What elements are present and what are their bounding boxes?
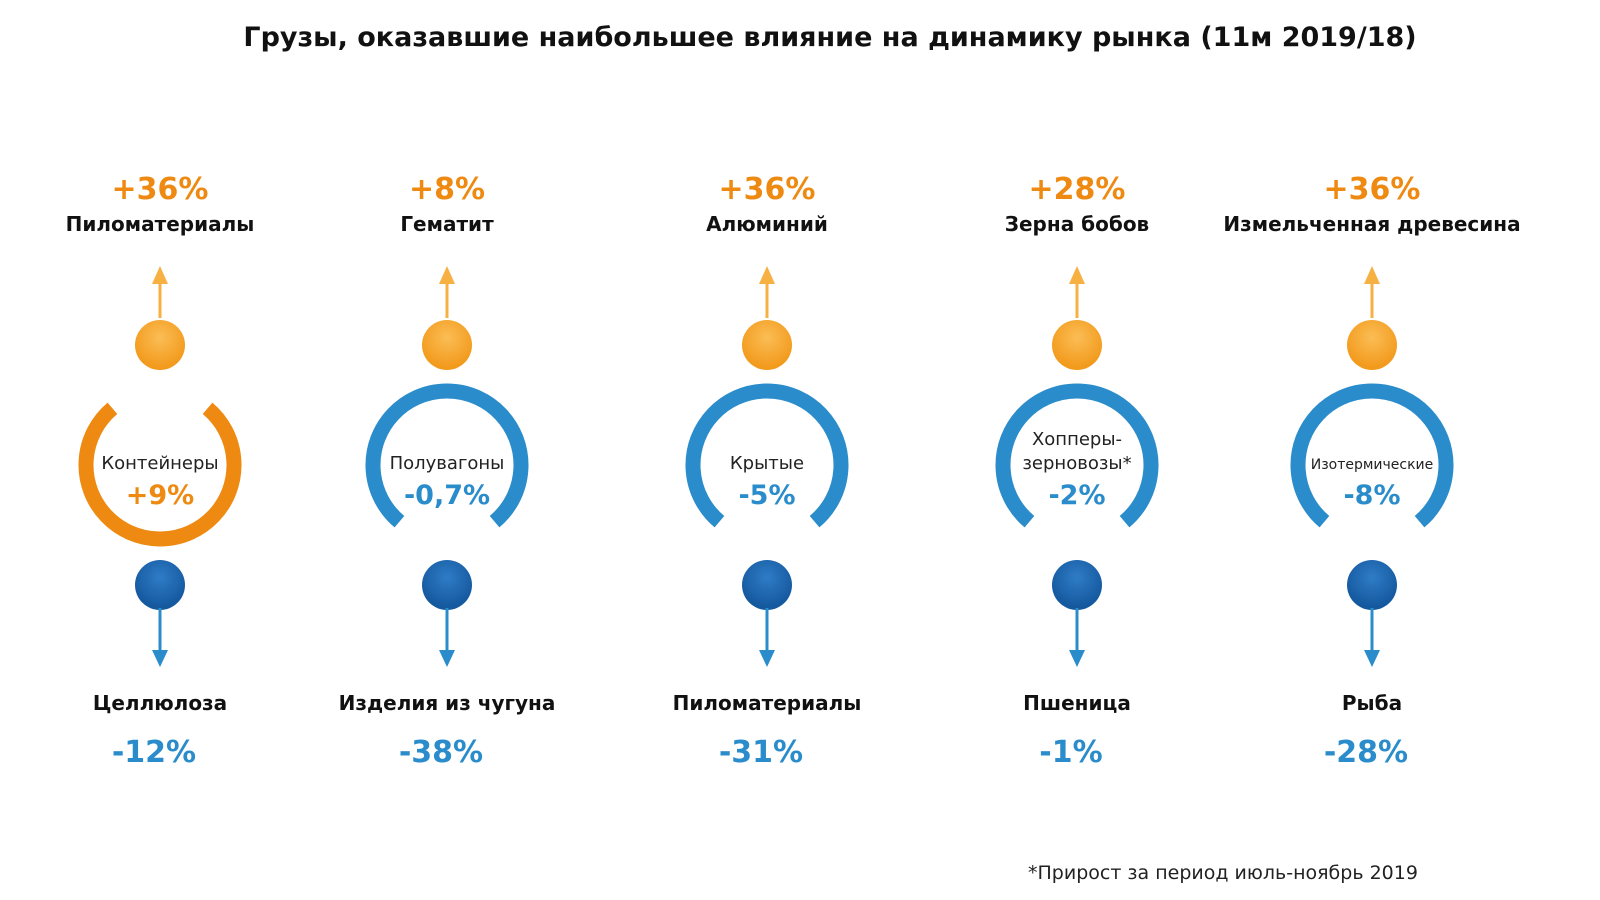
bottom-cargo-label: Целлюлоза (93, 691, 227, 715)
wagon-type-label: Полувагоны (390, 453, 505, 474)
wagon-ring (685, 383, 849, 528)
wagon-ring (995, 383, 1159, 528)
wagon-change-value: -8% (1343, 480, 1400, 511)
wagon-change-value: +9% (126, 480, 194, 511)
increase-dot-icon (422, 320, 472, 370)
top-change-value: +28% (1029, 172, 1126, 207)
footnote: *Прирост за период июль-ноябрь 2019 (1028, 862, 1418, 884)
bottom-cargo-label: Изделия из чугуна (339, 691, 556, 715)
wagon-change-value: -2% (1048, 480, 1105, 511)
bottom-change-value: -28% (1324, 735, 1408, 770)
down-arrowhead-icon (759, 650, 775, 667)
page-title: Грузы, оказавшие наибольшее влияние на д… (243, 22, 1417, 53)
wagon-type-label: Крытые (730, 453, 804, 474)
up-arrowhead-icon (152, 266, 168, 284)
down-arrowhead-icon (439, 650, 455, 667)
up-arrowhead-icon (759, 266, 775, 284)
up-arrowhead-icon (1069, 266, 1085, 284)
top-cargo-label: Пиломатериалы (66, 212, 255, 236)
top-change-value: +8% (409, 172, 485, 207)
top-cargo-label: Гематит (400, 212, 494, 236)
top-change-value: +36% (719, 172, 816, 207)
down-arrowhead-icon (1364, 650, 1380, 667)
decrease-dot-icon (422, 560, 472, 610)
wagon-change-value: -5% (738, 480, 795, 511)
wagon-type-label: Изотермические (1311, 457, 1434, 473)
top-cargo-label: Зерна бобов (1005, 212, 1149, 236)
increase-dot-icon (1052, 320, 1102, 370)
wagon-ring (78, 402, 242, 547)
down-arrowhead-icon (152, 650, 168, 667)
wagon-ring (365, 383, 529, 528)
decrease-dot-icon (1052, 560, 1102, 610)
bottom-cargo-label: Пшеница (1023, 691, 1131, 715)
down-arrowhead-icon (1069, 650, 1085, 667)
wagon-type-label: Хопперы-зерновозы* (1022, 429, 1131, 474)
increase-dot-icon (742, 320, 792, 370)
wagon-change-value: -0,7% (404, 480, 490, 511)
top-change-value: +36% (1324, 172, 1421, 207)
bottom-cargo-label: Пиломатериалы (673, 691, 862, 715)
increase-dot-icon (135, 320, 185, 370)
top-change-value: +36% (112, 172, 209, 207)
decrease-dot-icon (135, 560, 185, 610)
bottom-cargo-label: Рыба (1342, 691, 1402, 715)
up-arrowhead-icon (1364, 266, 1380, 284)
decrease-dot-icon (742, 560, 792, 610)
bottom-change-value: -1% (1039, 735, 1102, 770)
bottom-change-value: -38% (399, 735, 483, 770)
top-cargo-label: Алюминий (706, 212, 828, 236)
decrease-dot-icon (1347, 560, 1397, 610)
bottom-change-value: -31% (719, 735, 803, 770)
increase-dot-icon (1347, 320, 1397, 370)
up-arrowhead-icon (439, 266, 455, 284)
top-cargo-label: Измельченная древесина (1223, 212, 1520, 236)
wagon-type-label: Контейнеры (101, 453, 218, 474)
bottom-change-value: -12% (112, 735, 196, 770)
wagon-ring (1290, 383, 1454, 528)
